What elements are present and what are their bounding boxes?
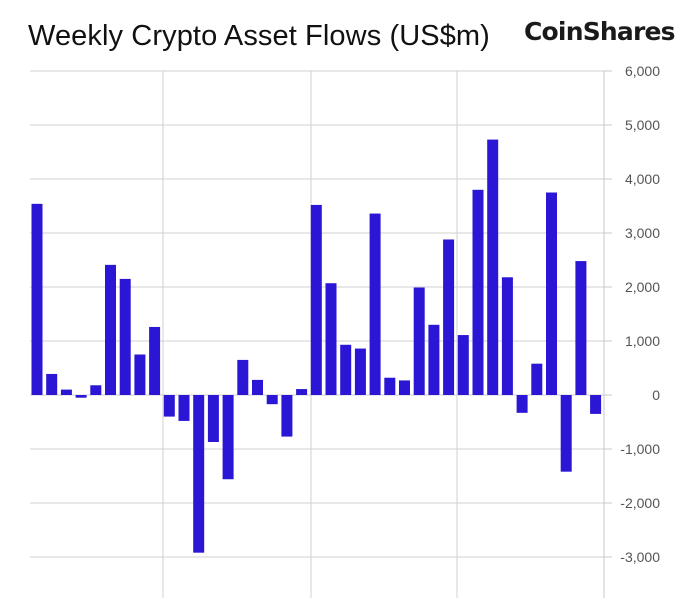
bar [46,373,58,395]
bar [340,344,352,395]
bar [325,283,337,395]
bar [516,395,528,413]
bar [178,395,190,421]
bar [457,335,469,395]
y-tick-label: 1,000 [625,333,660,349]
bar [384,377,396,395]
bar [501,277,513,395]
bar [266,395,278,405]
bar [237,359,249,395]
bar [413,287,425,395]
bar [546,192,557,395]
bar [222,395,234,480]
bar [575,261,587,395]
chart-title: Weekly Crypto Asset Flows (US$m) [28,20,490,52]
bar [75,395,87,398]
y-tick-label: -2,000 [620,495,660,511]
y-tick-label: 4,000 [625,171,660,187]
y-tick-label: 2,000 [625,279,660,295]
bar-series [31,139,602,553]
bar [90,385,102,395]
bar [119,278,131,395]
bar [207,395,219,442]
y-tick-label: 3,000 [625,225,660,241]
bar [560,395,572,472]
bar [105,264,116,395]
bar [296,389,308,395]
bar [399,380,410,395]
y-tick-label: 6,000 [625,63,660,79]
y-tick-label: -1,000 [620,441,660,457]
bar [531,363,543,395]
y-tick-label: 5,000 [625,117,660,133]
y-tick-label: 0 [652,387,660,403]
y-axis: 6,000 5,000 4,000 3,000 2,000 1,000 0 -1,000 -2,… [603,63,660,598]
bar [310,204,322,395]
bar [281,395,293,437]
bar [252,379,263,395]
bar [369,213,381,395]
bar [354,348,366,395]
bar [134,354,146,395]
bar [590,395,602,414]
bar [163,395,175,417]
bar [193,395,205,553]
coinshares-logo: CoinShares [524,17,676,46]
bar [149,326,161,395]
bar [60,389,72,395]
bar [443,239,455,395]
bar [487,139,499,395]
bar [31,203,43,395]
y-tick-label: -3,000 [620,549,660,565]
bar [428,324,440,395]
bar [472,189,484,395]
